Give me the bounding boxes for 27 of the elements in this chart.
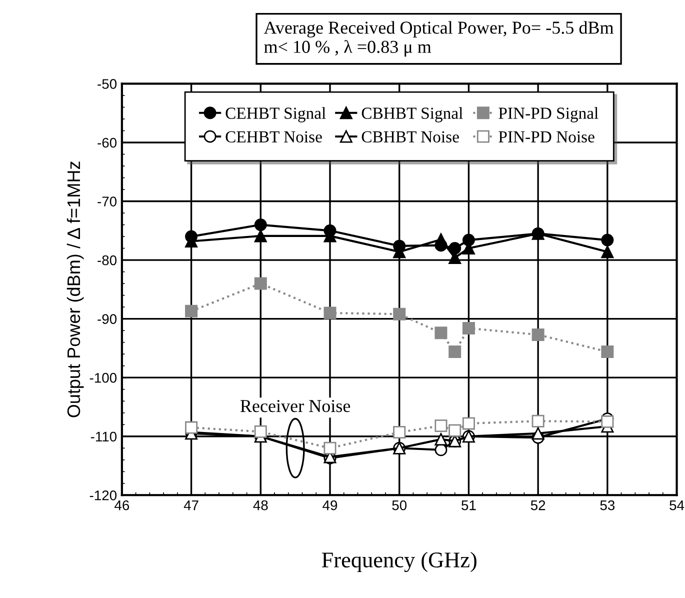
y-tick-label: -70: [98, 196, 117, 206]
legend-label: CBHBT Noise: [362, 131, 459, 142]
y-tick-label: -50: [98, 79, 117, 89]
x-tick-label: 51: [462, 500, 476, 510]
x-tick-label: 46: [114, 500, 130, 510]
legend-label: CEHBT Signal: [226, 107, 326, 122]
y-tick-label: -100: [90, 372, 117, 383]
annotation: Receiver Noise: [240, 400, 350, 412]
legend-label: PIN-PD Signal: [498, 107, 598, 122]
y-axis-title: Output Power (dBm) / Δ f=1MHz: [66, 162, 84, 418]
y-tick-label: -60: [98, 138, 117, 148]
x-tick-label: 53: [600, 500, 615, 510]
y-tick-label: -120: [90, 490, 117, 500]
x-axis-title: Frequency (GHz): [322, 552, 476, 572]
y-tick-label: -90: [98, 314, 117, 324]
x-tick-label: 54: [670, 500, 684, 510]
x-tick-label: 47: [184, 500, 198, 510]
x-tick-label: 52: [530, 500, 546, 510]
y-tick-label: -110: [90, 432, 117, 442]
y-tick-label: -80: [98, 255, 117, 266]
x-tick-label: 49: [322, 500, 338, 510]
x-tick-label: 48: [253, 500, 268, 510]
legend-label: CBHBT Signal: [362, 107, 463, 122]
x-tick-label: 50: [392, 500, 407, 510]
legend-label: CEHBT Noise: [226, 131, 322, 142]
chart-title: Average Received Optical Power, Po= -5.5 dBm m< 10 % , λ =0.83 μ m: [264, 21, 614, 57]
legend-label: PIN-PD Noise: [498, 131, 594, 142]
